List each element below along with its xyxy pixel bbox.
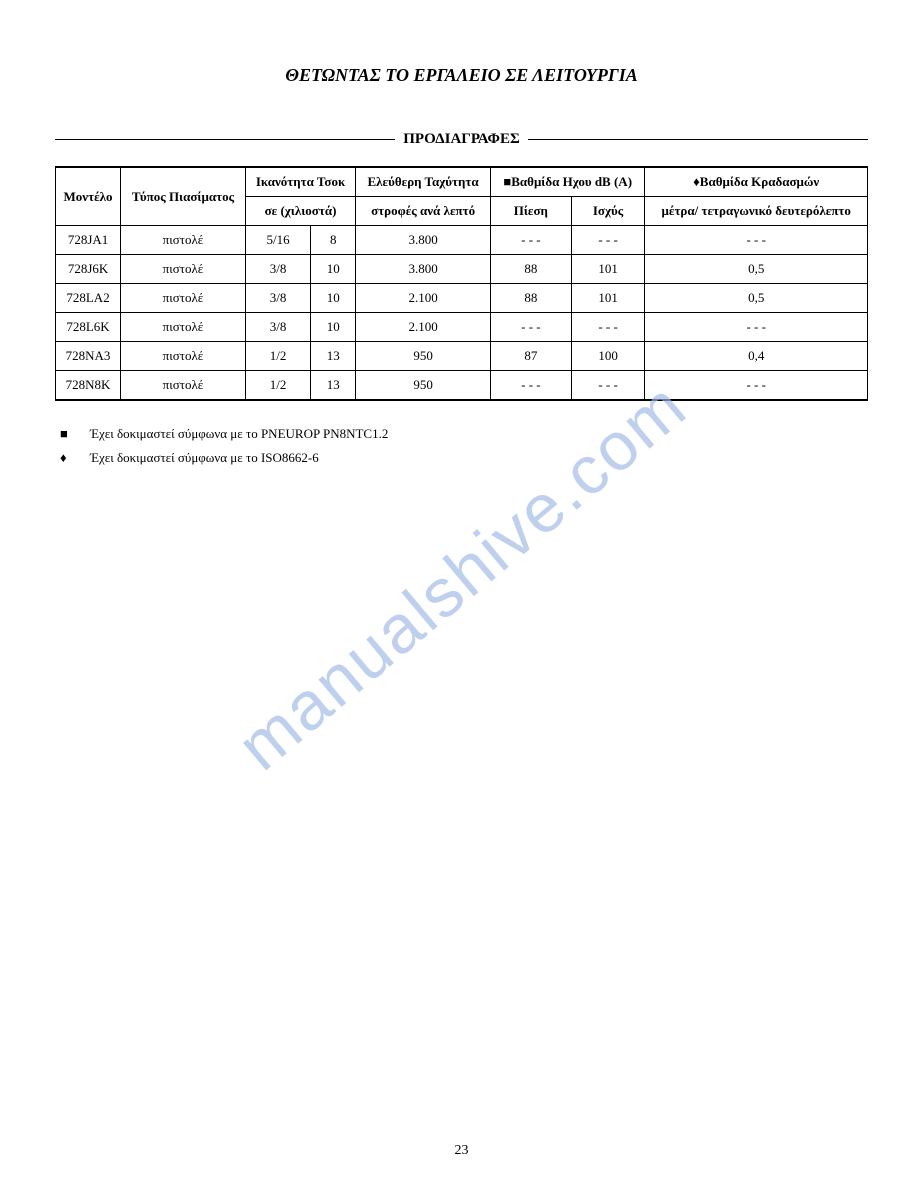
table-cell: - - -: [645, 313, 868, 342]
table-cell: 3/8: [245, 255, 311, 284]
table-cell: 101: [571, 284, 645, 313]
table-cell: - - -: [645, 371, 868, 401]
table-cell: 728L6K: [56, 313, 121, 342]
col-header-speed: Ελεύθερη Ταχύτητα: [356, 167, 491, 197]
table-cell: 88: [491, 284, 572, 313]
footnote-diamond-text: Έχει δοκιμαστεί σύμφωνα με το ISO8662-6: [90, 450, 319, 466]
table-cell: - - -: [571, 313, 645, 342]
table-cell: 88: [491, 255, 572, 284]
footnote-square-text: Έχει δοκιμαστεί σύμφωνα με το PNEUROP PN…: [90, 426, 388, 442]
table-cell: 13: [311, 371, 356, 401]
specifications-table: Μοντέλο Τύπος Πιασίματος Ικανότητα Τσοκ …: [55, 166, 868, 401]
table-cell: 3.800: [356, 255, 491, 284]
table-row: 728NA3πιστολέ1/213950871000,4: [56, 342, 868, 371]
table-cell: 1/2: [245, 371, 311, 401]
col-header-chuck: Ικανότητα Τσοκ: [245, 167, 355, 197]
table-cell: 950: [356, 371, 491, 401]
table-cell: - - -: [571, 226, 645, 255]
table-cell: - - -: [645, 226, 868, 255]
table-cell: 101: [571, 255, 645, 284]
table-cell: 950: [356, 342, 491, 371]
table-cell: 1/2: [245, 342, 311, 371]
col-subheader-mm: σε (χιλιοστά): [245, 197, 355, 226]
table-cell: - - -: [491, 313, 572, 342]
table-cell: - - -: [571, 371, 645, 401]
table-cell: 10: [311, 284, 356, 313]
table-cell: 0,4: [645, 342, 868, 371]
col-header-grip: Τύπος Πιασίματος: [121, 167, 246, 226]
footnotes: ■ Έχει δοκιμαστεί σύμφωνα με το PNEUROP …: [60, 426, 868, 466]
table-cell: 728NA3: [56, 342, 121, 371]
page-number: 23: [455, 1143, 469, 1159]
table-cell: 728JA1: [56, 226, 121, 255]
table-cell: πιστολέ: [121, 371, 246, 401]
table-cell: 0,5: [645, 255, 868, 284]
table-cell: 8: [311, 226, 356, 255]
table-cell: 13: [311, 342, 356, 371]
table-cell: 3/8: [245, 284, 311, 313]
divider-left: [55, 139, 395, 140]
table-cell: - - -: [491, 371, 572, 401]
table-cell: - - -: [491, 226, 572, 255]
table-cell: 2.100: [356, 313, 491, 342]
col-header-vibration: ♦Βαθμίδα Κραδασμών: [645, 167, 868, 197]
col-subheader-rpm: στροφές ανά λεπτό: [356, 197, 491, 226]
col-header-sound: ■Βαθμίδα Ηχου dB (A): [491, 167, 645, 197]
col-subheader-pressure: Πίεση: [491, 197, 572, 226]
section-header: ΠΡΟΔΙΑΓΡΑΦΕΣ: [55, 131, 868, 148]
table-cell: 3.800: [356, 226, 491, 255]
table-cell: πιστολέ: [121, 284, 246, 313]
table-row: 728LA2πιστολέ3/8102.100881010,5: [56, 284, 868, 313]
table-row: 728JA1πιστολέ5/1683.800- - -- - -- - -: [56, 226, 868, 255]
table-cell: 10: [311, 255, 356, 284]
table-cell: 728N8K: [56, 371, 121, 401]
col-subheader-power: Ισχύς: [571, 197, 645, 226]
diamond-marker-icon: ♦: [60, 450, 90, 466]
table-cell: 728LA2: [56, 284, 121, 313]
square-marker-icon: ■: [60, 426, 90, 442]
page-title: ΘΕΤΩΝΤΑΣ ΤΟ ΕΡΓΑΛΕΙΟ ΣΕ ΛΕΙΤΟΥΡΓΙΑ: [55, 65, 868, 86]
section-title: ΠΡΟΔΙΑΓΡΑΦΕΣ: [395, 131, 528, 148]
table-cell: 3/8: [245, 313, 311, 342]
table-cell: 5/16: [245, 226, 311, 255]
col-header-model: Μοντέλο: [56, 167, 121, 226]
table-cell: 87: [491, 342, 572, 371]
table-cell: 0,5: [645, 284, 868, 313]
table-row: 728L6Kπιστολέ3/8102.100- - -- - -- - -: [56, 313, 868, 342]
col-subheader-vib: μέτρα/ τετραγωνικό δευτερόλεπτο: [645, 197, 868, 226]
table-cell: 2.100: [356, 284, 491, 313]
table-cell: πιστολέ: [121, 342, 246, 371]
table-cell: 100: [571, 342, 645, 371]
table-row: 728N8Kπιστολέ1/213950- - -- - -- - -: [56, 371, 868, 401]
table-cell: 10: [311, 313, 356, 342]
table-row: 728J6Kπιστολέ3/8103.800881010,5: [56, 255, 868, 284]
footnote-diamond: ♦ Έχει δοκιμαστεί σύμφωνα με το ISO8662-…: [60, 450, 868, 466]
table-cell: πιστολέ: [121, 226, 246, 255]
table-cell: 728J6K: [56, 255, 121, 284]
table-cell: πιστολέ: [121, 255, 246, 284]
divider-right: [528, 139, 868, 140]
table-cell: πιστολέ: [121, 313, 246, 342]
footnote-square: ■ Έχει δοκιμαστεί σύμφωνα με το PNEUROP …: [60, 426, 868, 442]
